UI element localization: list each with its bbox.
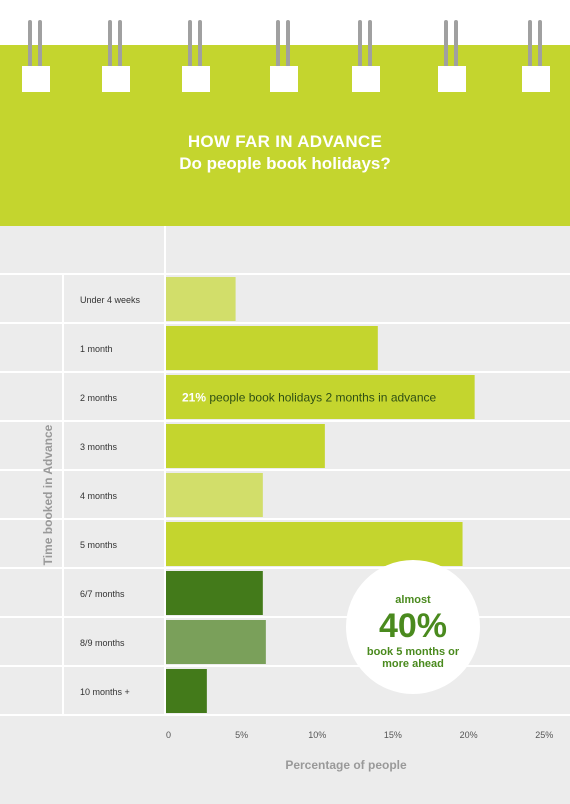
binder-ring bbox=[438, 20, 466, 92]
bar bbox=[166, 326, 378, 370]
bar-annotation: 21% people book holidays 2 months in adv… bbox=[182, 391, 437, 405]
binder-ring bbox=[352, 20, 380, 92]
category-label: 5 months bbox=[80, 540, 118, 550]
category-label: 8/9 months bbox=[80, 638, 125, 648]
callout-suffix: book 5 months or more ahead bbox=[366, 646, 460, 670]
bar bbox=[166, 620, 266, 664]
bar bbox=[166, 669, 207, 713]
x-tick-label: 0 bbox=[166, 730, 171, 740]
bar bbox=[166, 473, 263, 517]
chart-title-line1: HOW FAR IN ADVANCE bbox=[187, 132, 383, 151]
binder-ring bbox=[102, 20, 130, 92]
category-label: 3 months bbox=[80, 442, 118, 452]
binder-ring bbox=[22, 20, 50, 92]
category-label: 6/7 months bbox=[80, 589, 125, 599]
callout-value: 40% bbox=[378, 607, 448, 645]
annotation-text: people book holidays 2 months in advance bbox=[209, 391, 436, 405]
category-label: 4 months bbox=[80, 491, 118, 501]
binder-ring bbox=[522, 20, 550, 92]
x-tick-label: 5% bbox=[235, 730, 248, 740]
bar bbox=[166, 375, 475, 419]
x-tick-label: 10% bbox=[308, 730, 326, 740]
bar bbox=[166, 571, 263, 615]
x-tick-label: 15% bbox=[384, 730, 402, 740]
callout-prefix: almost bbox=[395, 594, 431, 606]
bar bbox=[166, 277, 236, 321]
binder-ring bbox=[270, 20, 298, 92]
category-label: 1 month bbox=[80, 344, 113, 354]
category-label: 2 months bbox=[80, 393, 118, 403]
bar bbox=[166, 424, 325, 468]
x-tick-label: 20% bbox=[460, 730, 478, 740]
annotation-highlight: 21% bbox=[182, 391, 209, 405]
x-tick-label: 25% bbox=[535, 730, 553, 740]
x-axis-label: Percentage of people bbox=[285, 758, 407, 772]
bar bbox=[166, 522, 463, 566]
y-axis-label: Time booked in Advance bbox=[41, 424, 55, 565]
binder-ring bbox=[182, 20, 210, 92]
category-label: Under 4 weeks bbox=[80, 295, 141, 305]
callout-circle: almost 40% book 5 months or more ahead bbox=[346, 560, 480, 694]
category-label: 10 months + bbox=[80, 687, 130, 697]
chart-title-line2: Do people book holidays? bbox=[179, 154, 391, 173]
